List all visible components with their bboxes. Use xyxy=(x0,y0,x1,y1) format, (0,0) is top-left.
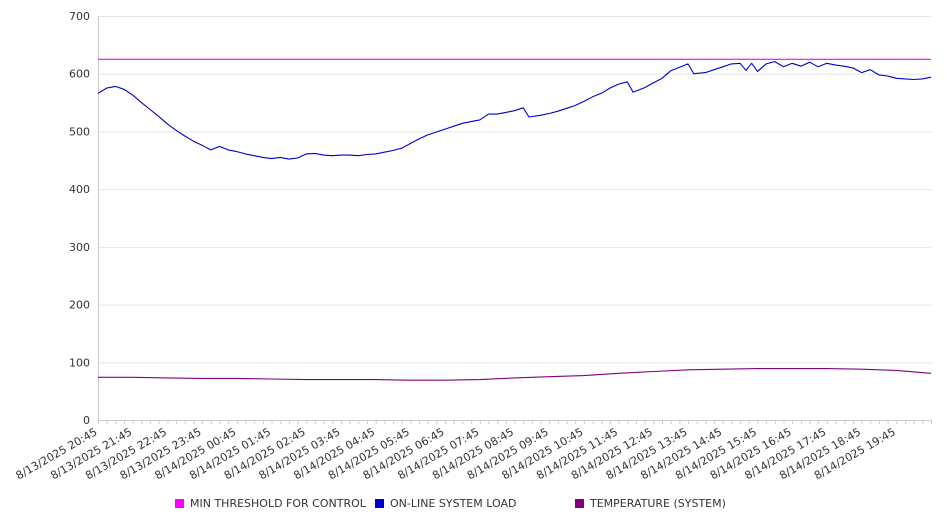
legend-swatch-temperature xyxy=(575,499,584,508)
y-tick-label: 300 xyxy=(69,241,90,254)
legend-label-temperature: TEMPERATURE (SYSTEM) xyxy=(590,497,726,510)
legend: MIN THRESHOLD FOR CONTROL ON-LINE SYSTEM… xyxy=(0,497,946,515)
series-lines xyxy=(97,58,932,381)
y-tick-label: 600 xyxy=(69,68,90,81)
y-tick-label: 0 xyxy=(83,414,90,427)
legend-swatch-min-threshold xyxy=(175,499,184,508)
series-line-system-load xyxy=(97,61,932,160)
legend-label-system-load: ON-LINE SYSTEM LOAD xyxy=(390,497,517,510)
legend-label-min-threshold: MIN THRESHOLD FOR CONTROL xyxy=(190,497,366,510)
gridlines xyxy=(98,16,931,421)
x-axis-ticks: 8/13/2025 20:458/13/2025 21:458/13/2025 … xyxy=(14,420,932,482)
y-tick-label: 700 xyxy=(69,10,90,23)
y-tick-label: 200 xyxy=(69,299,90,312)
legend-item-system-load[interactable]: ON-LINE SYSTEM LOAD xyxy=(375,497,516,510)
legend-swatch-system-load xyxy=(375,499,384,508)
legend-item-min-threshold[interactable]: MIN THRESHOLD FOR CONTROL xyxy=(175,497,366,510)
y-tick-label: 500 xyxy=(69,125,90,138)
y-axis-ticks: 0 100 200 300 400 500 600 700 xyxy=(69,10,90,427)
series-line-temperature xyxy=(98,368,932,381)
legend-item-temperature[interactable]: TEMPERATURE (SYSTEM) xyxy=(575,497,726,510)
y-tick-label: 400 xyxy=(69,183,90,196)
y-tick-label: 100 xyxy=(69,356,90,369)
